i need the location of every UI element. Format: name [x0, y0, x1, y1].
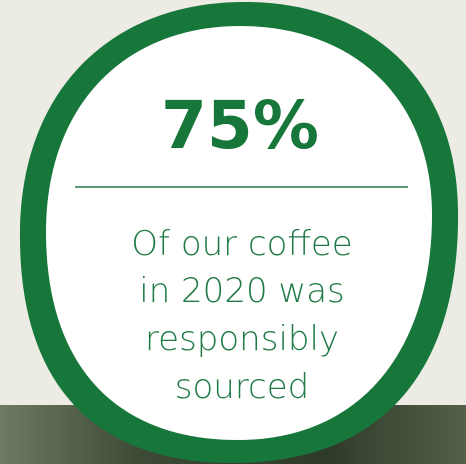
description-line: sourced [175, 367, 310, 407]
description-line: in 2020 was [139, 271, 345, 311]
badge-interior [46, 26, 432, 440]
stat: 75% [161, 87, 319, 164]
description-line: Of our coffee [131, 224, 352, 264]
description-line: responsibly [145, 319, 339, 359]
